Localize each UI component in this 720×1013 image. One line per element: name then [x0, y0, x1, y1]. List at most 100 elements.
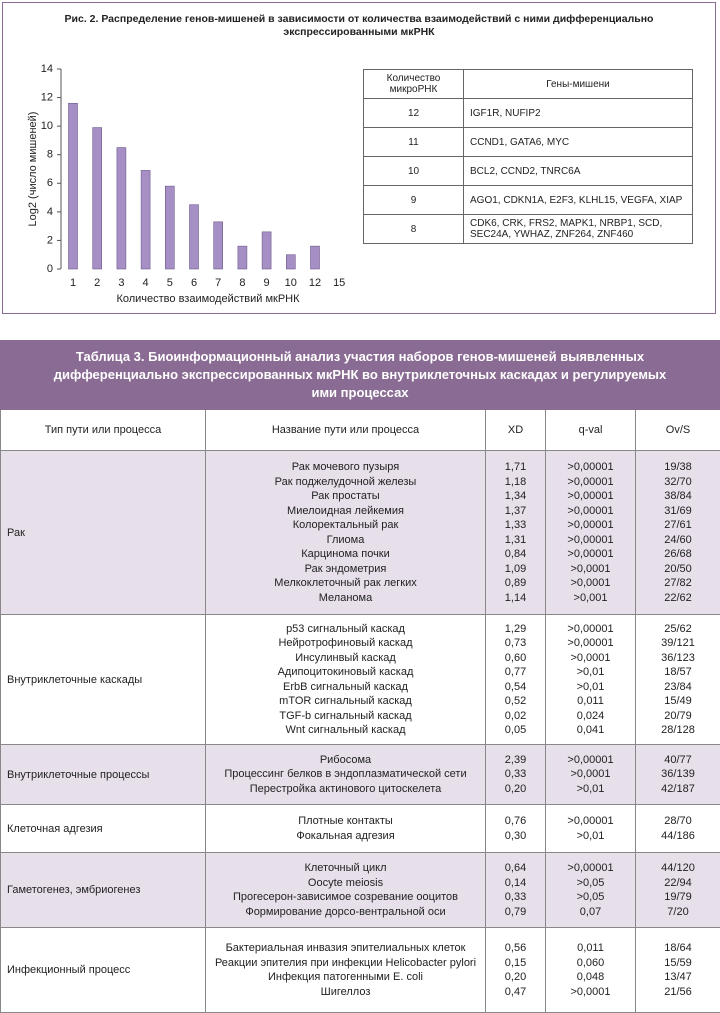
cell-line: 0,011	[550, 694, 631, 709]
cell-line: Глиома	[210, 533, 481, 548]
cell-line: 20/50	[640, 562, 716, 577]
cell-line: 1,71	[490, 460, 541, 475]
bar	[165, 186, 174, 269]
cell-line: 0,73	[490, 636, 541, 651]
cell-line: Клеточный цикл	[210, 861, 481, 876]
group-type: Гаметогенез, эмбриогенез	[1, 853, 206, 928]
x-tick-label: 10	[285, 277, 297, 289]
bar	[238, 246, 247, 269]
cell-line: Адипоцитокиновый каскад	[210, 665, 481, 680]
x-tick-label: 12	[309, 277, 321, 289]
cell-line: >0,00001	[550, 475, 631, 490]
bar	[286, 255, 295, 269]
cell-line: 19/79	[640, 890, 716, 905]
cell-line: 0,15	[490, 956, 541, 971]
table-cell: AGO1, CDKN1A, E2F3, KLHL15, VEGFA, XIAP	[464, 186, 693, 215]
cell-line: 0,07	[550, 905, 631, 920]
cell-line: 0,33	[490, 890, 541, 905]
cell-line: 1,29	[490, 622, 541, 637]
cell-line: 0,060	[550, 956, 631, 971]
y-tick-label: 0	[47, 263, 53, 275]
cell-line: 0,79	[490, 905, 541, 920]
cell-line: >0,00001	[550, 753, 631, 768]
table-title: Таблица 3. Биоинформационный анализ учас…	[0, 340, 720, 410]
bar	[190, 205, 199, 269]
cell-line: 36/123	[640, 651, 716, 666]
cell-line: 7/20	[640, 905, 716, 920]
y-tick-label: 4	[47, 206, 53, 218]
cell-line: Рибосома	[210, 753, 481, 768]
cell-line: 25/62	[640, 622, 716, 637]
figure-caption: Рис. 2. Распределение генов-мишеней в за…	[63, 13, 655, 39]
y-tick-label: 12	[41, 91, 53, 103]
cell-line: 18/64	[640, 941, 716, 956]
cell-line: >0,00001	[550, 636, 631, 651]
cell-line: 1,34	[490, 489, 541, 504]
header-cell: Количество микроРНК	[364, 70, 464, 99]
table-cell: 8	[364, 215, 464, 244]
table-cell: 11	[364, 128, 464, 157]
cell-line: Рак эндометрия	[210, 562, 481, 577]
cell-line: 26/68	[640, 547, 716, 562]
cell-line: >0,01	[550, 782, 631, 797]
cell-line: 2,39	[490, 753, 541, 768]
cell-line: 0,89	[490, 576, 541, 591]
cell-line: Нейротрофиновый каскад	[210, 636, 481, 651]
cell-line: 0,77	[490, 665, 541, 680]
cell-line: 0,05	[490, 723, 541, 738]
table-cell: CDK6, CRK, FRS2, MAPK1, NRBP1, SCD, SEC2…	[464, 215, 693, 244]
y-tick-label: 8	[47, 149, 53, 161]
y-tick-label: 10	[41, 120, 53, 132]
cell-line: >0,0001	[550, 985, 631, 1000]
y-tick-label: 6	[47, 177, 53, 189]
cell-line: 0,048	[550, 970, 631, 985]
cell-line: 0,20	[490, 970, 541, 985]
header-cell: Гены-мишени	[464, 70, 693, 99]
x-axis-label: Количество взаимодействий мкРНК	[116, 293, 300, 305]
cell-line: 0,76	[490, 814, 541, 829]
cell-line: 0,14	[490, 876, 541, 891]
cell-line: >0,00001	[550, 489, 631, 504]
cell-line: >0,00001	[550, 861, 631, 876]
x-tick-label: 9	[264, 277, 270, 289]
bar	[69, 103, 78, 269]
cell-line: Инфекция патогенными E. coli	[210, 970, 481, 985]
cell-line: Рак простаты	[210, 489, 481, 504]
bar	[117, 148, 126, 269]
table-cell: BCL2, CCND2, TNRC6A	[464, 157, 693, 186]
x-tick-label: 7	[215, 277, 221, 289]
cell-line: Меланома	[210, 591, 481, 606]
cell-line: >0,05	[550, 876, 631, 891]
cell-line: 22/62	[640, 591, 716, 606]
y-tick-label: 14	[41, 63, 53, 75]
cell-line: Процессинг белков в эндоплазматической с…	[210, 767, 481, 782]
cell-line: 0,84	[490, 547, 541, 562]
header-cell: Тип пути или процесса	[1, 410, 206, 451]
cell-line: 38/84	[640, 489, 716, 504]
cell-line: 28/70	[640, 814, 716, 829]
header-cell: q-val	[546, 410, 636, 451]
cell-line: 28/128	[640, 723, 716, 738]
cell-line: >0,001	[550, 591, 631, 606]
